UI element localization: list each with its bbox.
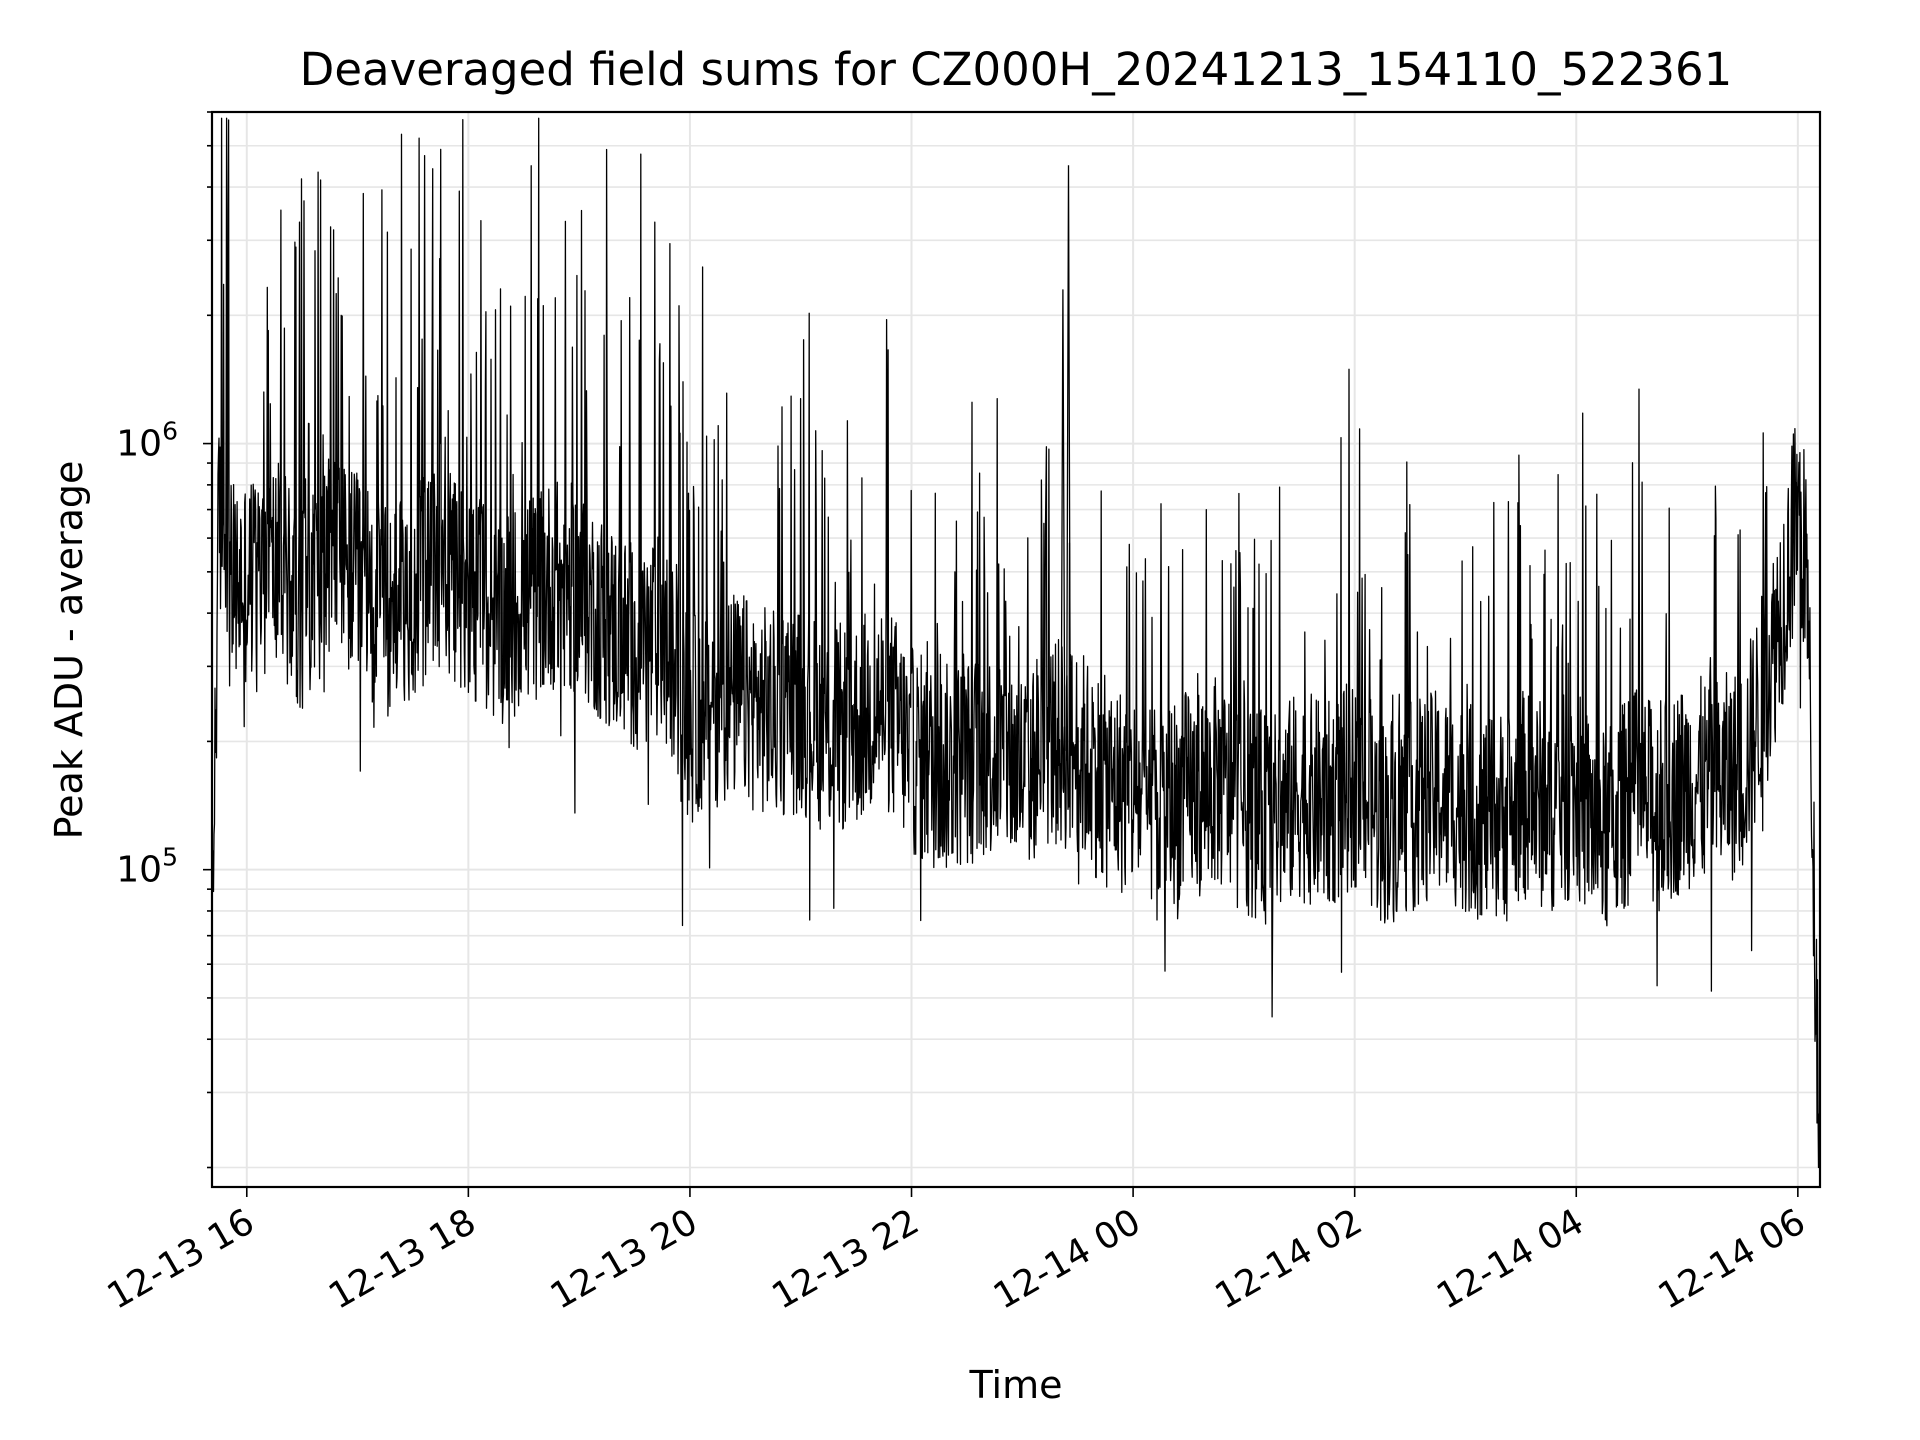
y-tick-label: 106 (116, 417, 178, 465)
y-axis-label: Peak ADU - average (47, 461, 91, 840)
x-axis-label: Time (969, 1363, 1063, 1407)
y-tick-label-exponent: 5 (162, 843, 178, 872)
tick-marks (203, 111, 1799, 1197)
series-spike (1060, 165, 1071, 772)
y-tick-label-base: 10 (116, 850, 162, 891)
chart-title: Deaveraged field sums for CZ000H_2024121… (300, 43, 1733, 96)
y-tick-label-exponent: 6 (162, 417, 178, 446)
y-tick-label: 105 (116, 843, 178, 891)
series-line (211, 117, 1821, 1169)
series-layer (211, 117, 1821, 1169)
plot-frame (210, 110, 1822, 1189)
y-tick-label-base: 10 (116, 424, 162, 465)
